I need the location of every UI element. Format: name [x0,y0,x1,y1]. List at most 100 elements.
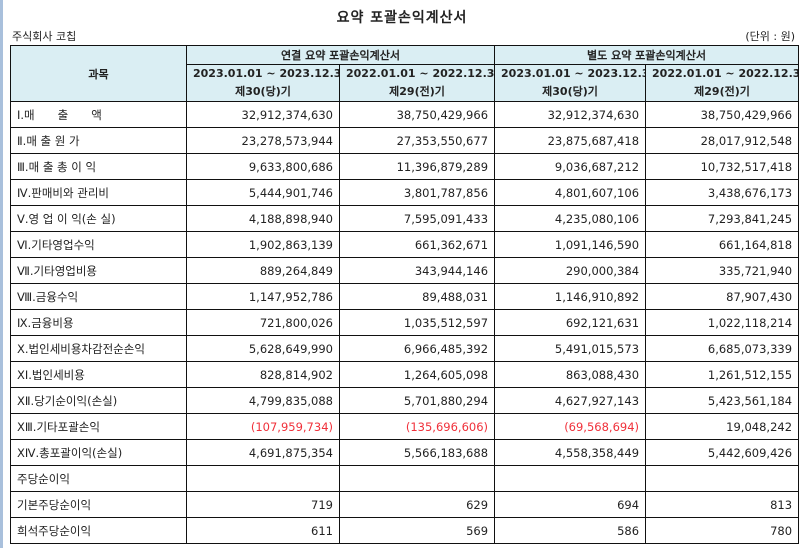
table-row: Ⅵ.기타영업수익 1,902,863,139 661,362,671 1,091,14… [10,231,800,258]
period-header: 2022.01.01 ~ 2022.12.31 제29(전)기 [338,64,496,102]
value-cell [186,465,340,492]
consolidated-header: 연결 요약 포괄손익계산서 [185,45,496,65]
value-cell: 889,264,849 [186,257,340,284]
period-term: 제30(당)기 [235,85,291,98]
period-term: 제29(전)기 [389,85,445,98]
row-label: Ⅳ.판매비와 관리비 [10,179,187,206]
table-row: Ⅶ.기타영업비용 889,264,849 343,944,146 290,000,38… [10,257,800,284]
value-cell: 1,264,605,098 [338,361,496,388]
value-cell: 290,000,384 [494,257,647,284]
table-row: Ⅷ.금융수익 1,147,952,786 89,488,031 1,146,910,8… [10,283,800,310]
row-label: Ⅵ.기타영업수익 [10,231,187,258]
period-range: 2023.01.01 ~ 2023.12.31 [193,67,340,80]
value-cell: 5,444,901,746 [186,179,340,206]
row-label: Ⅹ.법인세비용차감전순손익 [10,335,187,362]
value-cell: 813 [645,491,800,518]
row-label: ⅩⅢ.기타포괄손익 [10,413,187,440]
value-cell: 863,088,430 [494,361,647,388]
value-cell: 828,814,902 [186,361,340,388]
table-row: ⅩⅠ.법인세비용 828,814,902 1,264,605,098 863,088,… [10,361,800,388]
window-edge [0,0,3,548]
table-row: Ⅴ.영 업 이 익(손 실) 4,188,898,940 7,595,091,433… [10,205,800,232]
row-label: ⅩⅠ.법인세비용 [10,361,187,388]
value-cell: 569 [338,517,496,544]
period-term: 제29(전)기 [694,85,750,98]
row-label: Ⅴ.영 업 이 익(손 실) [10,205,187,232]
unit-label: (단위 : 원) [745,30,795,43]
value-cell: 7,293,841,245 [645,205,800,232]
value-cell: 629 [338,491,496,518]
value-cell: 1,091,146,590 [494,231,647,258]
period-range: 2023.01.01 ~ 2023.12.31 [501,67,646,80]
row-label: 주당순이익 [10,465,187,492]
separate-header: 별도 요약 포괄손익계산서 [494,45,800,65]
value-cell: 4,235,080,106 [494,205,647,232]
value-cell: 611 [186,517,340,544]
period-term: 제30(당)기 [542,85,598,98]
value-cell: 89,488,031 [338,283,496,310]
value-cell: 10,732,517,418 [645,153,800,180]
value-cell: 343,944,146 [338,257,496,284]
value-cell: 32,912,374,630 [186,101,340,128]
value-cell: 32,912,374,630 [494,101,647,128]
value-cell: 4,558,358,449 [494,439,647,466]
value-cell: 9,633,800,686 [186,153,340,180]
value-cell: (107,959,734) [186,413,340,440]
value-cell: 4,799,835,088 [186,387,340,414]
page-title: 요약 포괄손익계산서 [336,10,468,26]
table-row: Ⅲ.매 출 총 이 익 9,633,800,686 11,396,879,289 9,… [10,153,800,180]
value-cell: 1,147,952,786 [186,283,340,310]
value-cell [494,465,647,492]
value-cell: 719 [186,491,340,518]
value-cell [645,465,800,492]
value-cell: 586 [494,517,647,544]
value-cell: 5,701,880,294 [338,387,496,414]
value-cell: 5,491,015,573 [494,335,647,362]
value-cell: 38,750,429,966 [338,101,496,128]
value-cell: 5,566,183,688 [338,439,496,466]
value-cell: 335,721,940 [645,257,800,284]
value-cell: 692,121,631 [494,309,647,336]
value-cell: 5,423,561,184 [645,387,800,414]
value-cell: 23,278,573,944 [186,127,340,154]
value-cell: (69,568,694) [494,413,647,440]
company-name: 주식회사 코칩 [12,30,77,43]
value-cell: 5,442,609,426 [645,439,800,466]
value-cell: 6,685,073,339 [645,335,800,362]
value-cell: 1,261,512,155 [645,361,800,388]
income-statement-table: 과목 연결 요약 포괄손익계산서 별도 요약 포괄손익계산서 2023.01.0… [10,45,800,544]
table-row: ⅩⅢ.기타포괄손익 (107,959,734) (135,696,606) (69,5… [10,413,800,440]
period-header: 2023.01.01 ~ 2023.12.31 제30(당)기 [494,64,647,102]
value-cell: 9,036,687,212 [494,153,647,180]
value-cell: 6,966,485,392 [338,335,496,362]
table-row: Ⅹ.법인세비용차감전순손익 5,628,649,990 6,966,485,392 5… [10,335,800,362]
table-row: Ⅸ.금융비용 721,800,026 1,035,512,597 692,121,63… [10,309,800,336]
row-label: Ⅶ.기타영업비용 [10,257,187,284]
table-row: 기본주당순이익 719 629 694 813 [10,491,800,518]
table-row: ⅩⅡ.당기순이익(손실) 4,799,835,088 5,701,880,294 4,… [10,387,800,414]
value-cell: 4,627,927,143 [494,387,647,414]
value-cell: 11,396,879,289 [338,153,496,180]
value-cell: 1,022,118,214 [645,309,800,336]
value-cell: 27,353,550,677 [338,127,496,154]
table-row: ⅩⅣ.총포괄이익(손실) 4,691,875,354 5,566,183,688 4,… [10,439,800,466]
value-cell: 7,595,091,433 [338,205,496,232]
value-cell [338,465,496,492]
row-label: Ⅰ.매 출 액 [10,101,187,128]
value-cell: 4,188,898,940 [186,205,340,232]
value-cell: 4,691,875,354 [186,439,340,466]
item-header: 과목 [10,45,187,102]
table-row: Ⅱ.매 출 원 가 23,278,573,944 27,353,550,677 23,… [10,127,800,154]
value-cell: 38,750,429,966 [645,101,800,128]
period-range: 2022.01.01 ~ 2022.12.31 [346,67,495,80]
value-cell: 28,017,912,548 [645,127,800,154]
row-label: Ⅸ.금융비용 [10,309,187,336]
period-header: 2022.01.01 ~ 2022.12.31 제29(전)기 [645,64,800,102]
row-label: ⅩⅣ.총포괄이익(손실) [10,439,187,466]
value-cell: 1,146,910,892 [494,283,647,310]
period-header: 2023.01.01 ~ 2023.12.31 제30(당)기 [186,64,340,102]
row-label: Ⅱ.매 출 원 가 [10,127,187,154]
value-cell: 19,048,242 [645,413,800,440]
row-label: Ⅷ.금융수익 [10,283,187,310]
value-cell: 3,801,787,856 [338,179,496,206]
